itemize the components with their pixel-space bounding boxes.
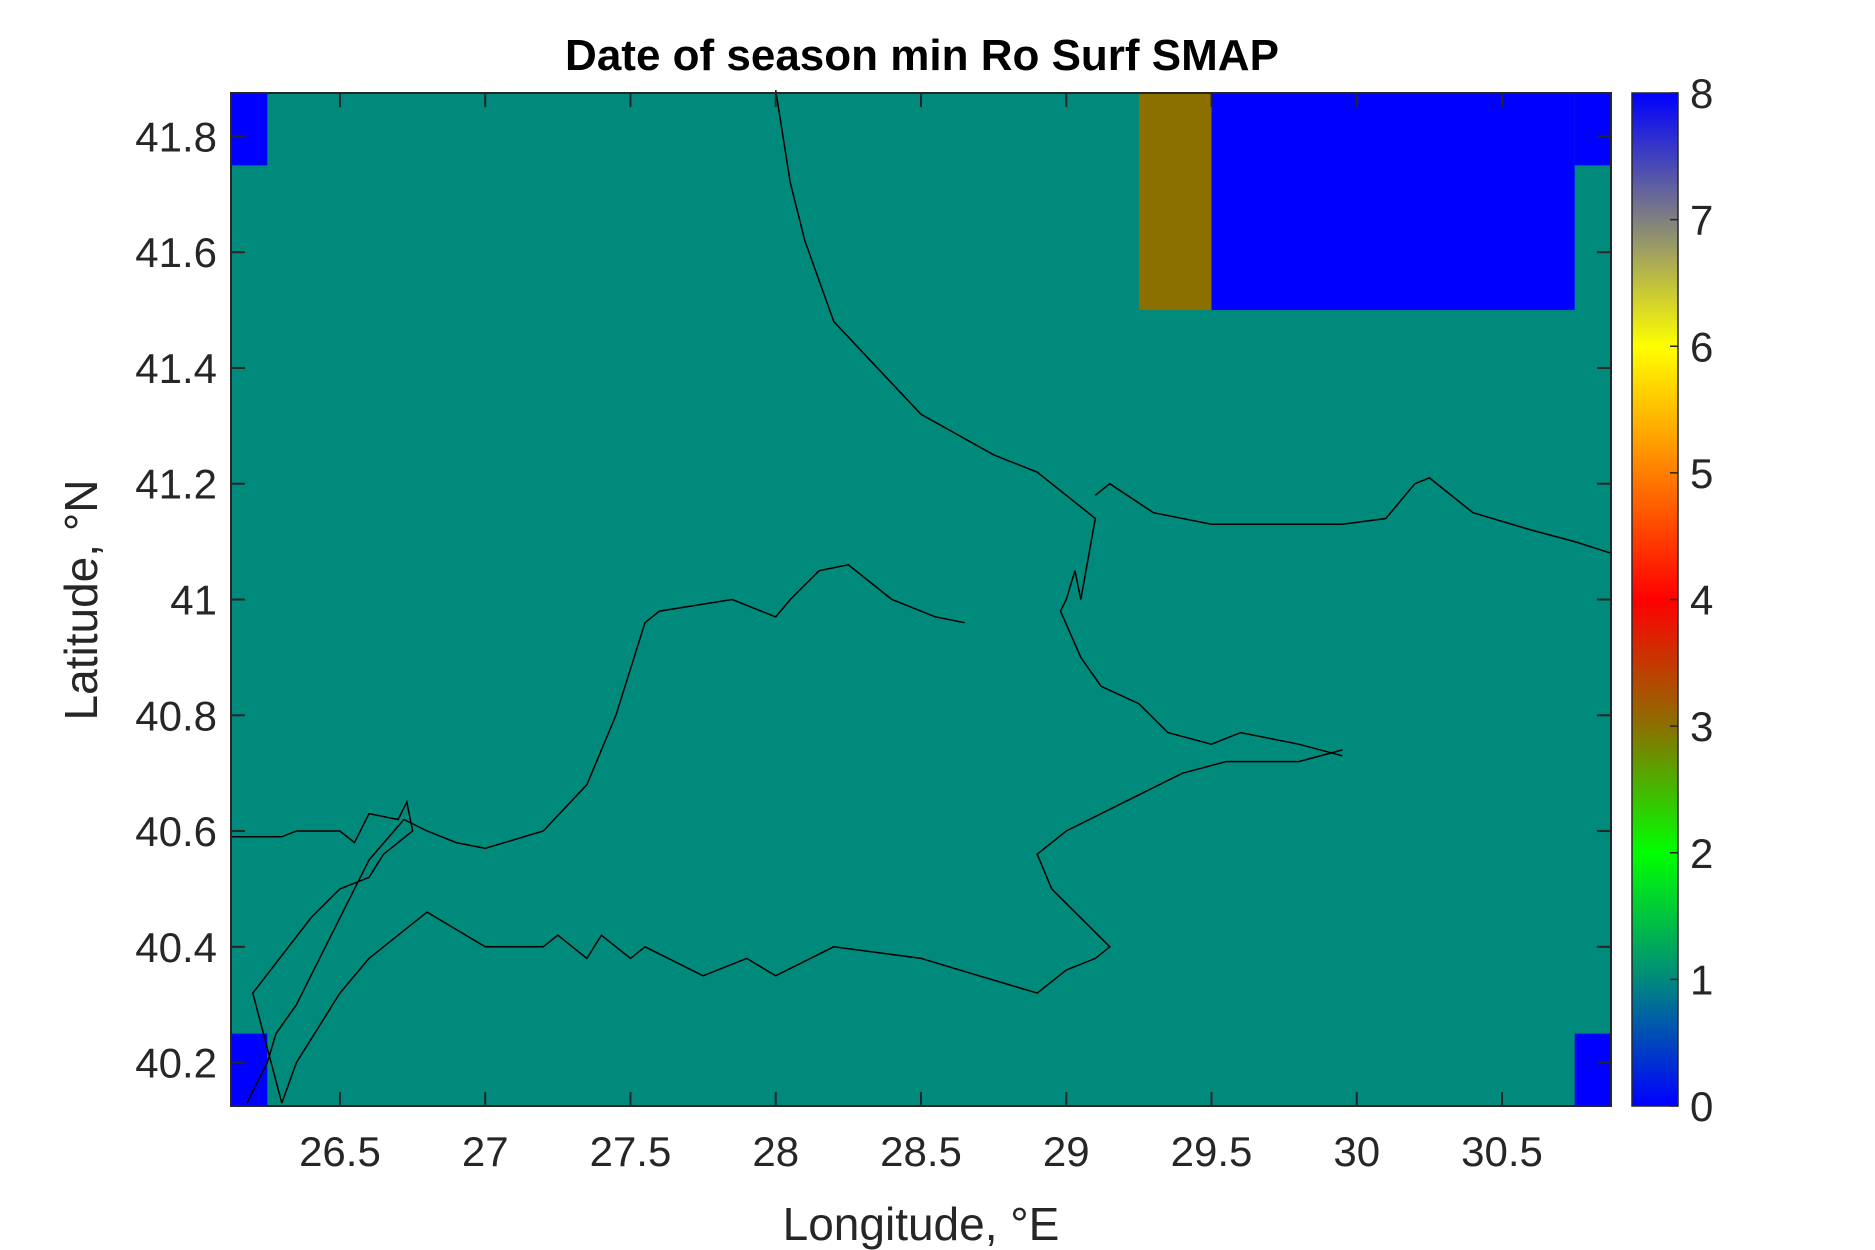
colorbar-tick-label: 1 (1690, 956, 1713, 1003)
colorbar-tick-label: 0 (1690, 1083, 1713, 1130)
y-tick-label: 41.8 (135, 113, 217, 160)
coastline (774, 89, 1343, 757)
x-tick-label: 30.5 (1461, 1128, 1543, 1175)
x-tick-label: 27.5 (590, 1128, 672, 1175)
heatmap-cell (1574, 1033, 1611, 1106)
colorbar-tick-label: 3 (1690, 703, 1713, 750)
colorbar-tick-label: 6 (1690, 323, 1713, 370)
x-tick-label: 29 (1043, 1128, 1090, 1175)
y-tick-label: 40.6 (135, 808, 217, 855)
x-tick-label: 26.5 (299, 1128, 381, 1175)
y-tick-label: 40.4 (135, 924, 217, 971)
x-axis-label: Longitude, °E (783, 1198, 1060, 1250)
y-tick-label: 41.6 (135, 229, 217, 276)
x-tick-label: 28.5 (880, 1128, 962, 1175)
x-tick-label: 27 (462, 1128, 509, 1175)
heatmap-cells (231, 93, 1611, 1106)
colorbar-tick-label: 5 (1690, 450, 1713, 497)
y-tick-label: 40.8 (135, 692, 217, 739)
y-tick-label: 41.4 (135, 345, 217, 392)
heatmap-cell (1138, 93, 1212, 311)
plot-area: 26.5 27 27.5 28 28.5 29 29.5 30 30.5 40.240.440.… (135, 89, 1612, 1175)
colorbar-tick-label: 4 (1690, 577, 1713, 624)
colorbar-ticks: 0 1 2 3 4 5 6 7 8 (1670, 70, 1713, 1130)
x-tick-label: 30 (1333, 1128, 1380, 1175)
colorbar-tick-label: 7 (1690, 197, 1713, 244)
y-tick-label: 40.2 (135, 1040, 217, 1087)
coastline (1094, 477, 1612, 554)
heatmap-cell (1211, 93, 1575, 311)
chart-title: Date of season min Ro Surf SMAP (565, 31, 1279, 80)
heatmap-cell (231, 1033, 268, 1106)
colorbar: 0 1 2 3 4 5 6 7 8 (1631, 70, 1713, 1130)
coastline (246, 563, 965, 1104)
colorbar-tick-label: 2 (1690, 830, 1713, 877)
x-tick-label: 28 (752, 1128, 799, 1175)
x-axis-ticks: 26.5 27 27.5 28 28.5 29 29.5 30 30.5 (299, 93, 1543, 1175)
coastline (231, 799, 414, 1104)
y-axis-label: Latitude, °N (55, 480, 107, 721)
y-axis-ticks: 40.2 40.4 40.6 40.8 41 41.2 41.4 41.6 41.8 (135, 113, 1611, 1087)
heatmap-cell (231, 93, 268, 166)
x-tick-label: 29.5 (1171, 1128, 1253, 1175)
coastline-group (231, 89, 1612, 1104)
y-tick-label: 41 (170, 577, 217, 624)
coastline (281, 749, 1343, 1104)
colorbar-tick-label: 8 (1690, 70, 1713, 117)
heatmap-cell (1574, 93, 1611, 166)
y-tick-label: 41.2 (135, 461, 217, 508)
